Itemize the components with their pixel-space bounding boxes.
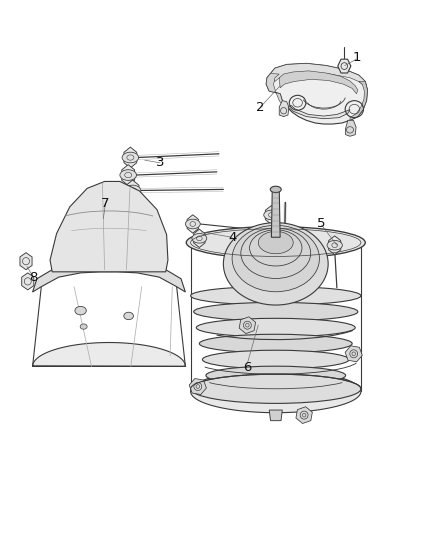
Ellipse shape [192,233,207,243]
Polygon shape [269,410,283,421]
Polygon shape [271,63,367,90]
Polygon shape [328,236,341,255]
Ellipse shape [191,286,361,305]
Text: 1: 1 [352,51,361,64]
Polygon shape [126,180,139,201]
Ellipse shape [327,240,343,250]
Ellipse shape [186,227,365,259]
Polygon shape [296,407,312,424]
Polygon shape [50,181,168,272]
Text: 5: 5 [318,217,326,230]
Polygon shape [32,343,185,367]
Ellipse shape [124,185,141,196]
Polygon shape [346,120,356,136]
Polygon shape [288,106,350,119]
Polygon shape [124,147,137,168]
Polygon shape [266,74,287,107]
Ellipse shape [199,334,352,353]
Ellipse shape [223,223,328,305]
Text: 2: 2 [256,101,265,114]
Polygon shape [338,59,351,73]
Ellipse shape [232,225,319,292]
Ellipse shape [75,306,86,315]
Polygon shape [22,273,34,290]
Text: 3: 3 [156,156,164,169]
Ellipse shape [122,152,139,163]
Polygon shape [187,215,198,233]
Polygon shape [122,165,134,185]
Ellipse shape [191,374,361,403]
Polygon shape [266,63,367,124]
Polygon shape [239,317,256,334]
Ellipse shape [194,302,358,321]
Polygon shape [189,378,206,394]
Text: 7: 7 [101,197,110,211]
Polygon shape [345,346,362,362]
Polygon shape [272,189,280,237]
Text: 6: 6 [243,361,251,374]
Ellipse shape [264,210,279,220]
Polygon shape [350,82,367,120]
Ellipse shape [202,350,349,369]
Ellipse shape [120,169,137,180]
Ellipse shape [270,186,281,192]
Ellipse shape [185,219,200,229]
Polygon shape [32,264,185,292]
Text: 8: 8 [29,271,38,284]
Polygon shape [279,71,358,94]
Polygon shape [265,206,277,224]
Polygon shape [20,253,32,270]
Ellipse shape [80,324,87,329]
Polygon shape [191,370,361,413]
Ellipse shape [258,231,293,254]
Text: 4: 4 [228,231,236,244]
Ellipse shape [206,366,346,385]
Polygon shape [279,101,289,117]
Polygon shape [194,229,205,247]
Ellipse shape [124,312,134,320]
Ellipse shape [196,318,355,337]
